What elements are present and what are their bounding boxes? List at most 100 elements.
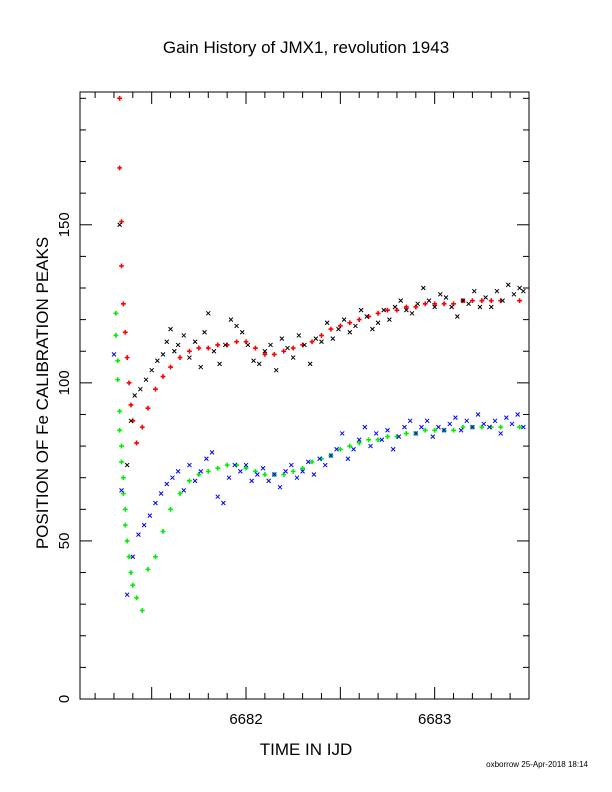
- data-point: [347, 329, 353, 335]
- data-point: [149, 367, 155, 373]
- data-point: [181, 487, 187, 493]
- data-point: [311, 472, 317, 477]
- data-point: [437, 291, 443, 297]
- data-point: [271, 352, 277, 357]
- data-point: [470, 424, 475, 430]
- data-point: [364, 314, 370, 319]
- data-point: [160, 529, 166, 534]
- data-point: [403, 431, 409, 436]
- data-point: [222, 342, 228, 348]
- data-point: [158, 491, 164, 496]
- data-point: [215, 494, 221, 500]
- data-point: [119, 487, 124, 493]
- data-point: [324, 320, 330, 326]
- x-tick-label: 6682: [229, 711, 262, 728]
- data-point: [181, 333, 187, 338]
- data-point: [119, 443, 124, 449]
- data-point: [254, 472, 260, 477]
- data-point: [234, 339, 239, 345]
- data-point: [481, 421, 487, 427]
- data-point: [290, 355, 296, 360]
- data-point: [288, 462, 294, 468]
- data-point: [245, 342, 251, 348]
- data-point: [373, 431, 379, 436]
- data-point: [266, 478, 272, 484]
- data-point: [192, 339, 198, 345]
- data-point: [488, 298, 494, 304]
- data-point: [347, 443, 353, 449]
- data-point: [517, 424, 522, 430]
- data-point: [124, 462, 130, 468]
- data-point: [392, 304, 398, 310]
- y-tick-label: 100: [56, 370, 73, 395]
- data-point: [449, 304, 455, 310]
- data-point: [407, 418, 413, 424]
- data-point: [215, 465, 221, 471]
- data-point: [124, 538, 130, 544]
- data-point: [187, 348, 192, 354]
- data-point: [145, 405, 151, 411]
- data-point: [124, 355, 130, 360]
- data-point: [509, 421, 515, 427]
- data-point: [368, 443, 373, 449]
- data-point: [358, 307, 364, 313]
- data-point: [339, 431, 345, 436]
- data-point: [424, 418, 430, 424]
- data-point: [122, 522, 128, 528]
- data-point: [202, 329, 207, 335]
- footer-stamp: oxborrow 25-Apr-2018 18:14: [486, 760, 588, 769]
- data-point: [141, 522, 147, 528]
- data-point: [515, 412, 521, 417]
- data-point: [520, 288, 526, 294]
- data-point: [505, 282, 511, 288]
- data-point: [300, 465, 306, 471]
- data-point: [430, 434, 436, 439]
- data-point: [128, 402, 134, 408]
- data-point: [224, 462, 230, 468]
- data-point: [454, 314, 460, 319]
- data-point: [143, 377, 149, 383]
- data-point: [226, 475, 232, 481]
- data-point: [215, 342, 221, 348]
- data-point: [198, 364, 204, 370]
- data-point: [498, 431, 504, 436]
- data-point: [122, 329, 128, 335]
- data-point: [379, 437, 385, 443]
- data-point: [500, 298, 505, 304]
- x-tick-label: 6683: [418, 711, 451, 728]
- tick-labels: 6682 6683 0 50 100 150: [56, 212, 451, 728]
- data-point: [419, 424, 424, 430]
- data-point: [187, 462, 192, 468]
- data-marks: [111, 95, 526, 613]
- data-point: [447, 421, 453, 427]
- data-point: [309, 459, 315, 465]
- data-point: [466, 301, 471, 307]
- data-point: [409, 310, 415, 316]
- data-point: [253, 345, 258, 351]
- data-point: [328, 453, 334, 458]
- data-point: [337, 446, 343, 452]
- data-point: [432, 427, 438, 433]
- data-point: [204, 456, 209, 462]
- data-point: [153, 386, 158, 392]
- data-point: [111, 352, 117, 357]
- data-point: [139, 424, 145, 430]
- data-point: [171, 348, 177, 354]
- data-point: [177, 491, 183, 496]
- data-point: [260, 465, 266, 471]
- data-point: [128, 418, 134, 424]
- data-point: [460, 298, 466, 304]
- data-point: [370, 326, 375, 332]
- data-point: [517, 298, 522, 304]
- data-point: [277, 484, 283, 490]
- data-point: [415, 301, 421, 307]
- data-point: [262, 472, 268, 477]
- data-point: [249, 478, 255, 484]
- data-point: [115, 358, 121, 364]
- data-point: [432, 304, 438, 310]
- data-point: [117, 222, 122, 228]
- data-point: [345, 456, 351, 462]
- data-point: [477, 304, 483, 310]
- data-point: [119, 263, 124, 269]
